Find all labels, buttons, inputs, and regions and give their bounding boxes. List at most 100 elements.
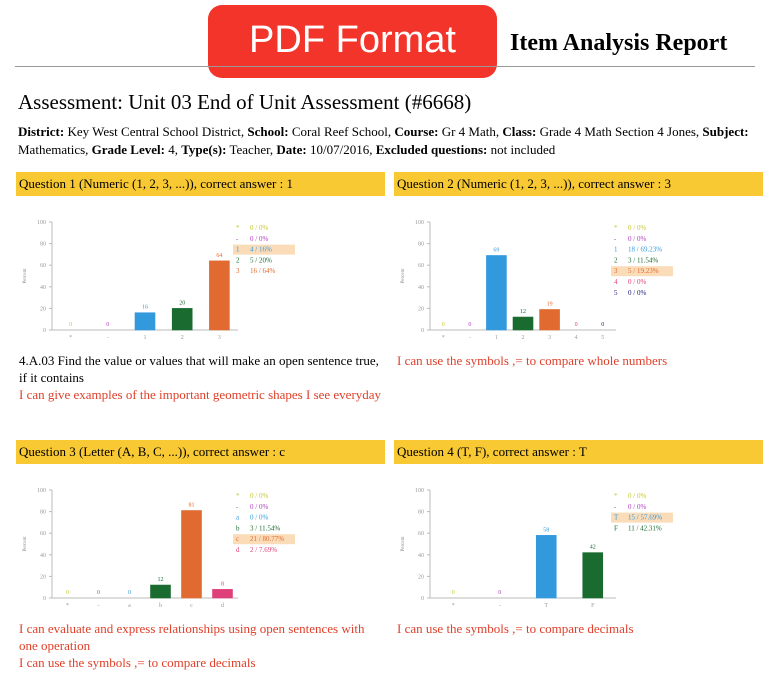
legend-highlight: [233, 534, 295, 545]
meta-value: Teacher,: [229, 142, 274, 157]
meta-label: Class:: [502, 124, 537, 139]
y-axis-label: Percent: [401, 268, 406, 284]
legend-value: 3 / 11.54%: [250, 524, 280, 532]
bar-label: 0: [442, 322, 445, 328]
y-tick-label: 0: [43, 328, 46, 334]
bar-label: 81: [189, 503, 195, 509]
x-tick-label: 2: [522, 335, 525, 341]
format-badge[interactable]: PDF Format: [208, 5, 497, 78]
x-tick-label: -: [499, 603, 501, 609]
x-tick-label: *: [69, 335, 72, 341]
question: Question 2 (Numeric (1, 2, 3, ...)), cor…: [394, 172, 763, 369]
y-tick-label: 60: [418, 531, 424, 537]
bar-label: 8: [221, 581, 224, 587]
y-tick-label: 80: [418, 510, 424, 516]
meta-label: School:: [247, 124, 289, 139]
bar-label: 19: [547, 301, 553, 307]
y-tick-label: 40: [418, 553, 424, 559]
standard: I can give examples of the important geo…: [19, 387, 382, 402]
legend-highlight: [611, 266, 673, 277]
legend-key: *: [614, 492, 618, 500]
y-tick-label: 100: [37, 488, 46, 494]
bar-label: 0: [66, 590, 69, 596]
legend-key: 2: [236, 256, 240, 264]
bar-label: 0: [69, 322, 72, 328]
x-tick-label: d: [221, 603, 224, 609]
bar-label: 0: [575, 322, 578, 328]
meta: District: Key West Central School Distri…: [18, 123, 758, 159]
legend-value: 5 / 19.23%: [628, 267, 659, 275]
legend-key: F: [614, 524, 618, 532]
x-tick-label: 1: [495, 335, 498, 341]
bar-label: 69: [493, 247, 499, 253]
y-tick-label: 100: [415, 488, 424, 494]
x-tick-label: a: [128, 603, 131, 609]
meta-value: Key West Central School District,: [67, 124, 245, 139]
y-tick-label: 0: [421, 328, 424, 334]
legend-value: 0 / 0%: [250, 503, 268, 511]
y-axis-label: Percent: [23, 268, 28, 284]
bar: [535, 535, 557, 599]
legend-highlight: [233, 244, 295, 255]
legend-value: 0 / 0%: [628, 235, 646, 243]
legend-key: *: [614, 224, 618, 232]
x-tick-label: *: [66, 603, 69, 609]
y-tick-label: 60: [40, 263, 46, 269]
y-tick-label: 100: [415, 220, 424, 226]
legend-value: 21 / 80.77%: [250, 535, 284, 543]
legend-key: -: [236, 503, 239, 511]
bar-label: 0: [97, 590, 100, 596]
question: Question 4 (T, F), correct answer : T Per…: [394, 440, 763, 637]
header-rule: [15, 66, 755, 67]
y-tick-label: 40: [40, 553, 46, 559]
y-tick-label: 60: [418, 263, 424, 269]
chart: Percent 0 20 40 60 80 100 0 * * 0 / 0% 0 - - 0 / 0% 58 T…: [401, 488, 673, 609]
x-tick-label: c: [190, 603, 193, 609]
standard: I can use the symbols ,= to compare deci…: [19, 655, 256, 670]
question-title: Question 3 (Letter (A, B, C, ...)), corr…: [16, 440, 385, 464]
legend-key: 4: [614, 278, 618, 286]
y-tick-label: 80: [40, 510, 46, 516]
x-tick-label: 5: [601, 335, 604, 341]
bar-label: 12: [520, 309, 526, 315]
assessment-title: Assessment: Unit 03 End of Unit Assessme…: [18, 90, 472, 114]
bar-label: 0: [128, 590, 131, 596]
standard: I can use the symbols ,= to compare whol…: [397, 353, 668, 368]
x-tick-label: T: [544, 603, 548, 609]
legend-key: 1: [614, 246, 618, 254]
legend-key: 1: [236, 246, 240, 254]
meta-value: 4,: [168, 142, 178, 157]
legend-value: 0 / 0%: [250, 492, 268, 500]
question: Question 3 (Letter (A, B, C, ...)), corr…: [16, 440, 385, 671]
legend-value: 0 / 0%: [250, 514, 268, 522]
bar: [134, 312, 156, 331]
legend-key: c: [236, 535, 239, 543]
legend-value: 0 / 0%: [628, 278, 646, 286]
report-title: Item Analysis Report: [510, 30, 728, 56]
legend-key: d: [236, 546, 240, 554]
meta-label: Type(s):: [181, 142, 227, 157]
meta-label: District:: [18, 124, 65, 139]
meta-label: Subject:: [702, 124, 749, 139]
legend-value: 11 / 42.31%: [628, 524, 662, 532]
legend-value: 3 / 11.54%: [628, 256, 658, 264]
bar: [209, 260, 230, 331]
bar: [582, 552, 604, 599]
bar-label: 0: [452, 590, 455, 596]
legend-value: 15 / 57.69%: [628, 514, 662, 522]
legend-key: T: [614, 514, 619, 522]
meta-value: Coral Reef School,: [291, 124, 392, 139]
standard: 4.A.03 Find the value or values that wil…: [19, 353, 379, 385]
bar-label: 64: [216, 253, 222, 259]
bar-label: 16: [142, 305, 148, 311]
y-tick-label: 60: [40, 531, 46, 537]
meta-label: Date:: [276, 142, 307, 157]
bar-label: 42: [590, 545, 596, 551]
meta-value: Grade 4 Math Section 4 Jones,: [539, 124, 700, 139]
y-tick-label: 80: [40, 242, 46, 248]
bar: [212, 589, 233, 599]
x-tick-label: -: [469, 335, 471, 341]
bar: [512, 316, 534, 331]
bar: [181, 510, 202, 599]
legend-key: 3: [614, 267, 618, 275]
